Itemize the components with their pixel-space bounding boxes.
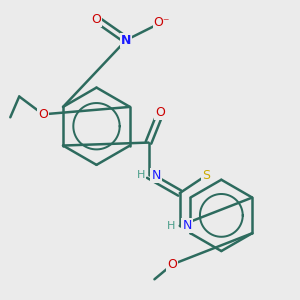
Text: H: H bbox=[137, 170, 145, 180]
Text: N: N bbox=[151, 169, 160, 182]
Text: O: O bbox=[155, 106, 165, 119]
Text: N: N bbox=[121, 34, 131, 46]
Text: O: O bbox=[167, 258, 177, 271]
Text: O⁻: O⁻ bbox=[154, 16, 170, 29]
Text: O: O bbox=[92, 13, 101, 26]
Text: S: S bbox=[202, 169, 211, 182]
Text: O: O bbox=[38, 108, 48, 121]
Text: N: N bbox=[182, 219, 192, 232]
Text: H: H bbox=[167, 221, 175, 231]
